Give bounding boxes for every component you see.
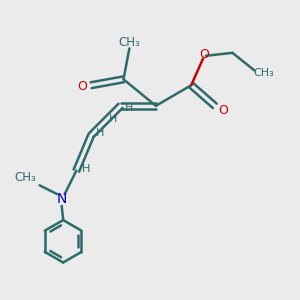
- Text: O: O: [219, 104, 229, 117]
- Text: O: O: [77, 80, 87, 93]
- Text: H: H: [125, 103, 134, 113]
- Text: CH₃: CH₃: [253, 68, 274, 78]
- Text: H: H: [96, 128, 104, 138]
- Text: H: H: [109, 114, 117, 124]
- Text: H: H: [82, 164, 90, 174]
- Text: CH₃: CH₃: [14, 172, 36, 184]
- Text: N: N: [56, 192, 67, 206]
- Text: CH₃: CH₃: [118, 36, 140, 49]
- Text: O: O: [200, 48, 209, 61]
